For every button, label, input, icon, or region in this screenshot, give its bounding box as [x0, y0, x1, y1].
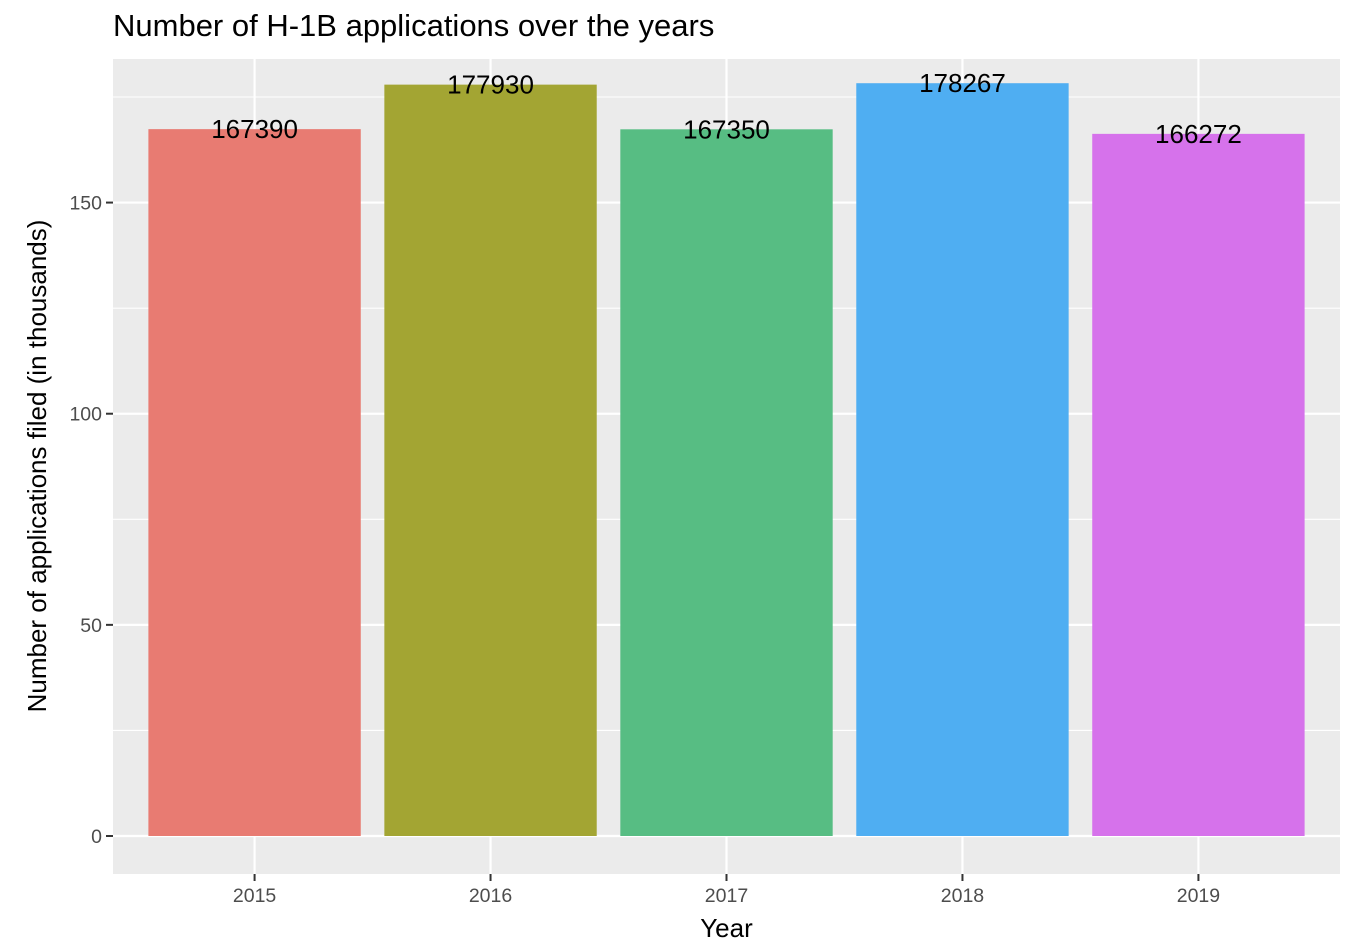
- data-label-2016: 177930: [447, 70, 534, 100]
- x-axis-title: Year: [700, 913, 753, 943]
- bar-2015: [148, 129, 361, 836]
- data-label-2018: 178267: [919, 68, 1006, 98]
- y-tick-label: 150: [69, 193, 102, 215]
- y-tick-label: 50: [80, 615, 102, 637]
- y-axis: 0 50 100 150: [69, 193, 113, 848]
- data-label-2017: 167350: [683, 114, 770, 144]
- x-tick-label: 2017: [705, 885, 748, 907]
- bar-2018: [856, 83, 1069, 836]
- data-label-2019: 166272: [1155, 119, 1242, 149]
- x-tick-label: 2018: [941, 885, 984, 907]
- bar-2016: [384, 84, 597, 836]
- bars: [148, 83, 1305, 836]
- y-tick-label: 0: [91, 826, 102, 848]
- y-tick-label: 100: [69, 404, 102, 426]
- bar-2017: [620, 129, 833, 836]
- x-tick-label: 2019: [1177, 885, 1220, 907]
- data-labels: 167390 177930 167350 178267 166272: [211, 68, 1242, 149]
- chart-title: Number of H-1B applications over the yea…: [113, 8, 714, 43]
- data-label-2015: 167390: [211, 114, 298, 144]
- y-axis-title: Number of applications filed (in thousan…: [22, 220, 52, 713]
- x-axis: 2015 2016 2017 2018 2019: [233, 874, 1220, 907]
- x-tick-label: 2015: [233, 885, 277, 907]
- bar-2019: [1092, 133, 1305, 836]
- x-tick-label: 2016: [469, 885, 512, 907]
